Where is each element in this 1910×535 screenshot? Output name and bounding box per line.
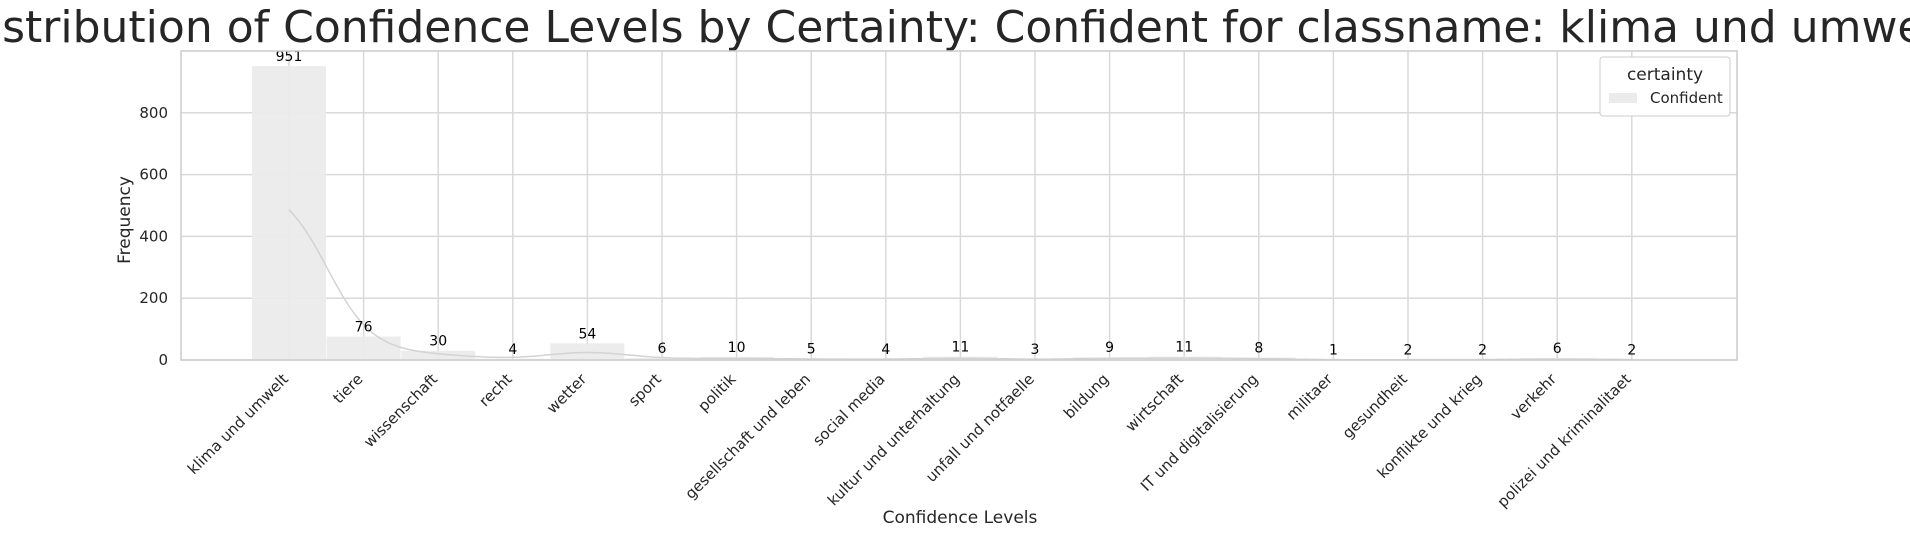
x-tick-label: klima und umwelt bbox=[184, 370, 292, 478]
x-tick-label: wetter bbox=[543, 370, 591, 418]
data-label: 5 bbox=[807, 341, 816, 357]
data-label: 9 bbox=[1105, 340, 1114, 356]
grid bbox=[181, 51, 1737, 361]
bars bbox=[252, 66, 1669, 361]
y-tick-label: 800 bbox=[139, 104, 168, 122]
x-tick-label: militaer bbox=[1283, 370, 1337, 424]
x-tick-label: gesellschaft und leben bbox=[681, 370, 814, 503]
x-tick-label: social media bbox=[809, 370, 888, 449]
data-label: 2 bbox=[1627, 342, 1636, 358]
data-label: 3 bbox=[1031, 342, 1040, 358]
x-tick-label: politik bbox=[694, 370, 739, 415]
data-label: 951 bbox=[276, 49, 303, 65]
y-tick-label: 200 bbox=[139, 289, 168, 307]
chart-title: Distribution of Confidence Levels by Cer… bbox=[0, 2, 1910, 53]
data-label: 10 bbox=[728, 340, 746, 356]
y-tick-label: 600 bbox=[139, 166, 168, 184]
y-tick-label: 400 bbox=[139, 227, 168, 245]
bar bbox=[401, 350, 476, 360]
x-tick-label: sport bbox=[625, 370, 665, 410]
legend-swatch-confident bbox=[1609, 93, 1637, 103]
data-label: 11 bbox=[1175, 340, 1193, 356]
data-label: 8 bbox=[1254, 341, 1263, 357]
legend-title: certainty bbox=[1627, 65, 1703, 85]
x-tick-label: recht bbox=[476, 370, 516, 410]
data-label: 76 bbox=[355, 320, 373, 336]
x-tick-label: bildung bbox=[1060, 370, 1112, 422]
data-label: 4 bbox=[508, 342, 517, 358]
data-label: 6 bbox=[1553, 341, 1562, 357]
x-tick-label: wissenschaft bbox=[360, 370, 441, 451]
y-tick-label: 0 bbox=[158, 351, 168, 369]
bar bbox=[625, 358, 699, 360]
legend: certainty Confident bbox=[1599, 56, 1731, 117]
x-tick-label: polizei und kriminalitaet bbox=[1494, 370, 1635, 511]
data-label: 6 bbox=[658, 341, 667, 357]
x-tick-label: gesundheit bbox=[1339, 370, 1411, 442]
data-label: 4 bbox=[881, 342, 890, 358]
data-label: 11 bbox=[951, 340, 969, 356]
data-label: 1 bbox=[1329, 343, 1338, 359]
plot-frame bbox=[180, 50, 1738, 361]
x-tick-label: kultur und unterhaltung bbox=[824, 370, 963, 509]
data-label: 54 bbox=[578, 326, 596, 342]
x-tick-label: wirtschaft bbox=[1122, 370, 1187, 435]
data-label: 2 bbox=[1404, 342, 1413, 358]
x-axis-label: Confidence Levels bbox=[883, 508, 1038, 528]
bar bbox=[252, 66, 326, 361]
legend-label-confident: Confident bbox=[1650, 89, 1723, 107]
x-tick-label: tiere bbox=[329, 370, 366, 407]
bar bbox=[326, 336, 401, 360]
bar bbox=[550, 343, 625, 360]
x-tick-label: verkehr bbox=[1507, 370, 1561, 424]
y-axis-label: Frequency bbox=[115, 176, 135, 264]
y-axis-ticks: 0 200 400 600 800 bbox=[139, 104, 168, 369]
data-label: 30 bbox=[429, 334, 447, 350]
data-label: 2 bbox=[1478, 342, 1487, 358]
